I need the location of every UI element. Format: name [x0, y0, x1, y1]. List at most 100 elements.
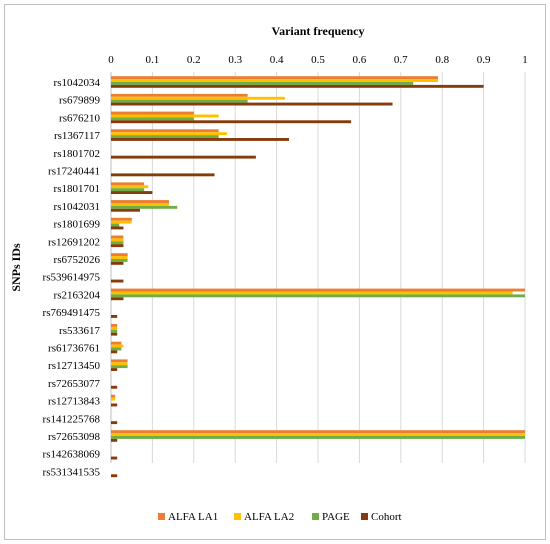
category-label-rs12691202: rs12691202	[48, 236, 100, 248]
bar-page-rs533617	[111, 329, 118, 333]
bar-cohort-rs141225768	[111, 421, 118, 425]
bar-cohort-rs1801699	[111, 226, 124, 230]
category-label-rs2163204: rs2163204	[54, 289, 101, 301]
bar-page-rs12691202	[111, 241, 124, 245]
bar-page-rs679899	[111, 99, 248, 103]
bar-cohort-rs1042031	[111, 208, 140, 212]
bar-page-rs1801699	[111, 223, 120, 227]
legend-label: ALFA LA2	[244, 511, 294, 523]
bar-cohort-rs679899	[111, 102, 393, 106]
bar-alfa-la1-rs61736761	[111, 341, 122, 345]
category-label-rs1801699: rs1801699	[54, 219, 101, 231]
bar-alfa-la2-rs676210	[111, 114, 219, 118]
bar-page-rs12713450	[111, 365, 128, 369]
bar-page-rs1367117	[111, 135, 219, 138]
bar-cohort-rs142638069	[111, 456, 118, 460]
bar-alfa-la2-rs1042034	[111, 79, 439, 82]
legend-swatch	[234, 513, 241, 520]
category-label-rs72653098: rs72653098	[48, 431, 100, 443]
bar-page-rs676210	[111, 117, 194, 121]
category-label-rs142638069: rs142638069	[43, 449, 101, 461]
bar-alfa-la1-rs1801699	[111, 217, 132, 221]
bar-alfa-la1-rs1042034	[111, 76, 439, 80]
bar-alfa-la1-rs6752026	[111, 253, 128, 257]
legend-swatch	[312, 513, 319, 520]
x-tick-label: 0.3	[228, 54, 242, 66]
x-tick-label: 0.7	[394, 54, 408, 66]
legend-item-cohort: Cohort	[361, 511, 402, 523]
bar-cohort-rs61736761	[111, 350, 118, 354]
bar-alfa-la1-rs1042031	[111, 200, 169, 203]
bar-cohort-rs72653098	[111, 438, 118, 442]
category-label-rs679899: rs679899	[59, 95, 100, 107]
category-label-rs6752026: rs6752026	[54, 254, 101, 266]
x-tick-label: 0.4	[270, 54, 284, 66]
category-label-rs1801701: rs1801701	[54, 183, 100, 195]
bar-alfa-la1-rs533617	[111, 324, 118, 327]
legend-swatch	[361, 513, 368, 520]
bar-alfa-la1-rs1801701	[111, 182, 145, 186]
bar-cohort-rs1801701	[111, 191, 153, 194]
bar-alfa-la2-rs6752026	[111, 256, 128, 259]
bar-page-rs6752026	[111, 259, 128, 262]
x-tick-label: 0.1	[146, 54, 160, 66]
bar-cohort-rs1367117	[111, 138, 290, 141]
bar-cohort-rs12713450	[111, 368, 118, 371]
x-tick-label: 0.5	[311, 54, 325, 66]
bar-alfa-la2-rs1367117	[111, 132, 227, 136]
bar-alfa-la1-rs12713450	[111, 359, 128, 363]
bar-page-rs1042031	[111, 205, 178, 209]
bar-cohort-rs2163204	[111, 297, 124, 301]
bar-page-rs61736761	[111, 347, 122, 351]
bar-alfa-la1-rs1367117	[111, 129, 219, 133]
bar-alfa-la2-rs1801701	[111, 185, 149, 189]
category-label-rs676210: rs676210	[59, 112, 100, 124]
x-tick-label: 0.2	[187, 54, 201, 66]
bar-cohort-rs6752026	[111, 261, 124, 265]
bar-alfa-la2-rs1801699	[111, 220, 132, 224]
category-label-rs12713450: rs12713450	[48, 360, 100, 372]
x-tick-label: 0	[108, 54, 114, 66]
bar-alfa-la2-rs61736761	[111, 344, 124, 348]
bar-page-rs1801701	[111, 188, 145, 192]
category-label-rs141225768: rs141225768	[43, 413, 101, 425]
bar-page-rs72653098	[111, 436, 525, 439]
category-label-rs769491475: rs769491475	[43, 307, 101, 319]
legend-item-page: PAGE	[312, 511, 350, 523]
bar-alfa-la1-rs12691202	[111, 235, 124, 239]
category-label-rs533617: rs533617	[59, 325, 100, 337]
bar-cohort-rs1042034	[111, 84, 484, 88]
category-label-rs531341535: rs531341535	[43, 466, 101, 478]
bar-alfa-la1-rs676210	[111, 111, 194, 115]
category-label-rs1367117: rs1367117	[54, 130, 101, 142]
x-tick-label: 0.9	[477, 54, 491, 66]
bar-cohort-rs676210	[111, 120, 352, 124]
category-label-rs12713843: rs12713843	[48, 396, 100, 408]
legend-label: Cohort	[371, 511, 402, 523]
bar-cohort-rs531341535	[111, 474, 118, 478]
bar-alfa-la2-rs72653098	[111, 433, 525, 436]
y-axis-title: SNPs IDs	[9, 243, 23, 292]
category-label-rs1042034: rs1042034	[54, 77, 101, 89]
legend-label: PAGE	[322, 511, 350, 523]
bar-alfa-la1-rs2163204	[111, 288, 525, 292]
bar-alfa-la1-rs12713843	[111, 394, 116, 398]
x-tick-label: 0.6	[353, 54, 367, 66]
bar-cohort-rs12691202	[111, 244, 124, 248]
bar-alfa-la2-rs2163204	[111, 291, 513, 295]
bar-alfa-la2-rs679899	[111, 96, 285, 100]
category-label-rs72653077: rs72653077	[48, 378, 100, 390]
bar-cohort-rs1801702	[111, 155, 256, 159]
bar-cohort-rs17240441	[111, 173, 215, 177]
category-label-rs539614975: rs539614975	[43, 272, 101, 284]
bar-cohort-rs539614975	[111, 279, 124, 283]
bar-page-rs2163204	[111, 294, 525, 298]
bar-cohort-rs72653077	[111, 385, 118, 389]
bar-alfa-la2-rs12713450	[111, 362, 128, 366]
x-tick-label: 0.8	[435, 54, 449, 66]
chart-frame	[4, 4, 546, 540]
bar-cohort-rs12713843	[111, 403, 118, 407]
bar-alfa-la2-rs12713843	[111, 397, 116, 401]
legend-swatch	[158, 513, 165, 520]
